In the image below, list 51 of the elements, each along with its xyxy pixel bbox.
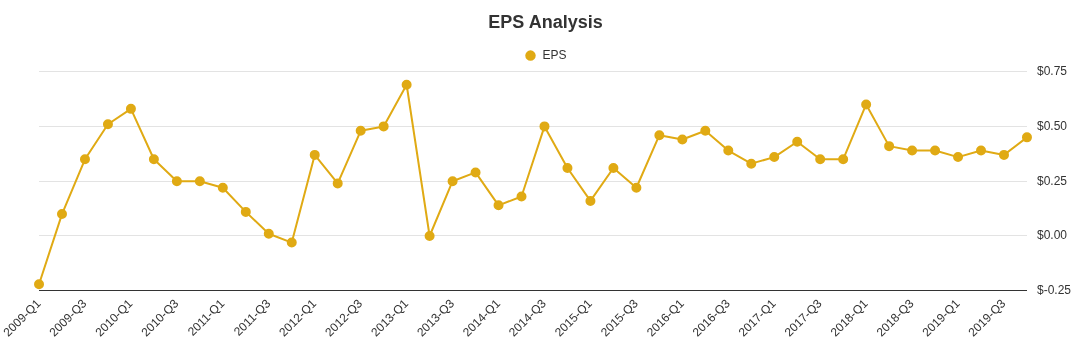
chart-title: EPS Analysis [488, 11, 603, 32]
point [815, 154, 826, 165]
point [378, 121, 389, 132]
point [34, 279, 45, 290]
point [286, 237, 297, 248]
point [769, 152, 780, 163]
point [792, 136, 803, 147]
point [447, 176, 458, 187]
point [240, 206, 251, 217]
y-tick-label: $0.25 [1036, 173, 1068, 188]
point [263, 228, 274, 239]
y-tick-label: $0.75 [1036, 63, 1068, 78]
point [838, 154, 849, 165]
point [57, 209, 67, 220]
point [562, 163, 573, 174]
point [953, 152, 964, 163]
point [424, 231, 435, 241]
point [309, 149, 320, 160]
point [654, 130, 665, 141]
point [907, 145, 918, 156]
point [217, 182, 228, 193]
point [631, 182, 642, 193]
point [79, 154, 90, 165]
point [493, 200, 504, 211]
point [1021, 132, 1032, 143]
point [861, 99, 872, 110]
point [723, 145, 734, 156]
point [102, 119, 113, 130]
point [401, 79, 412, 90]
point [355, 125, 366, 136]
point [332, 178, 343, 189]
point [608, 163, 619, 174]
point [171, 176, 182, 187]
point [539, 121, 550, 132]
point [516, 191, 527, 202]
point [194, 176, 205, 187]
point [976, 145, 987, 156]
point [884, 141, 895, 152]
point [999, 149, 1009, 160]
y-tick-label: $0.00 [1036, 228, 1068, 243]
point [746, 158, 757, 169]
point [470, 167, 481, 178]
point [677, 134, 688, 145]
point [700, 125, 711, 136]
point [585, 195, 596, 206]
y-tick-label: $0.50 [1036, 118, 1068, 133]
legend-label: EPS [542, 47, 567, 62]
y-tick-label: $-0.25 [1036, 283, 1072, 298]
point [930, 145, 941, 156]
point [148, 154, 159, 165]
point [125, 103, 136, 114]
